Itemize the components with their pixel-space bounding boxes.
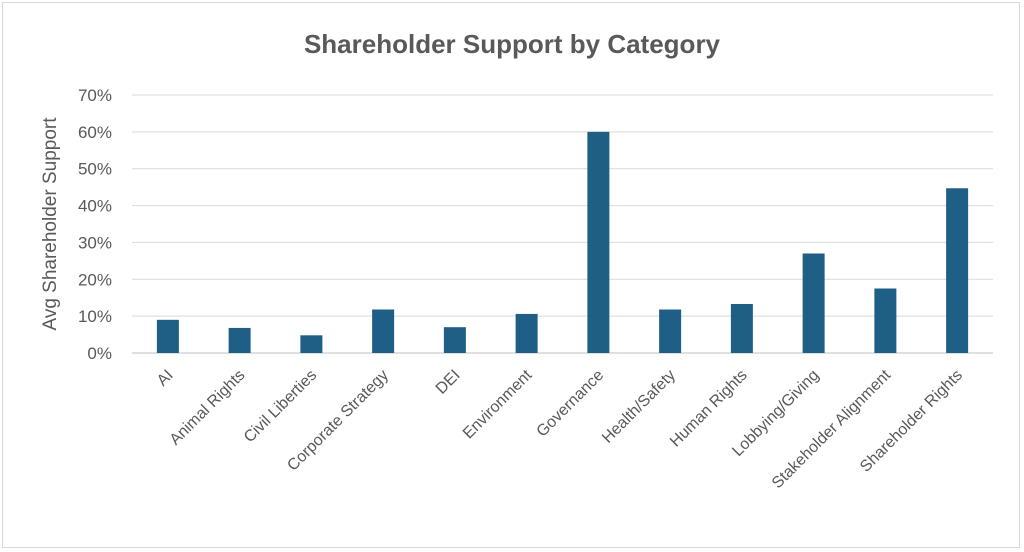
y-tick-label: 10% [78, 307, 112, 326]
bar [228, 327, 251, 353]
bar [156, 319, 179, 353]
y-tick-label: 20% [78, 270, 112, 289]
bar [659, 309, 682, 353]
x-tick-label: Environment [460, 366, 536, 442]
bar [802, 253, 825, 353]
y-tick-label: 40% [78, 197, 112, 216]
bar [946, 188, 969, 353]
bar [300, 335, 323, 353]
bar [730, 303, 753, 353]
y-tick-label: 60% [78, 123, 112, 142]
x-tick-label: Health/Safety [599, 367, 679, 447]
y-tick-label: 50% [78, 160, 112, 179]
y-tick-label: 30% [78, 233, 112, 252]
x-tick-label: Stakeholder Alignment [769, 366, 895, 492]
bar [372, 309, 395, 353]
x-tick-label: AI [154, 367, 177, 390]
bar [515, 313, 538, 353]
x-tick-label: Civil Liberties [241, 367, 320, 446]
bar [874, 288, 897, 353]
y-tick-label: 0% [87, 344, 112, 363]
bar [443, 327, 466, 353]
x-tick-label: Governance [534, 367, 608, 441]
y-tick-label: 70% [78, 86, 112, 105]
bar [587, 131, 610, 353]
x-tick-label: Animal Rights [167, 367, 249, 449]
x-tick-label: DEI [433, 367, 464, 398]
y-axis-label: Avg Shareholder Support [40, 117, 61, 331]
chart-title: Shareholder Support by Category [304, 29, 721, 59]
